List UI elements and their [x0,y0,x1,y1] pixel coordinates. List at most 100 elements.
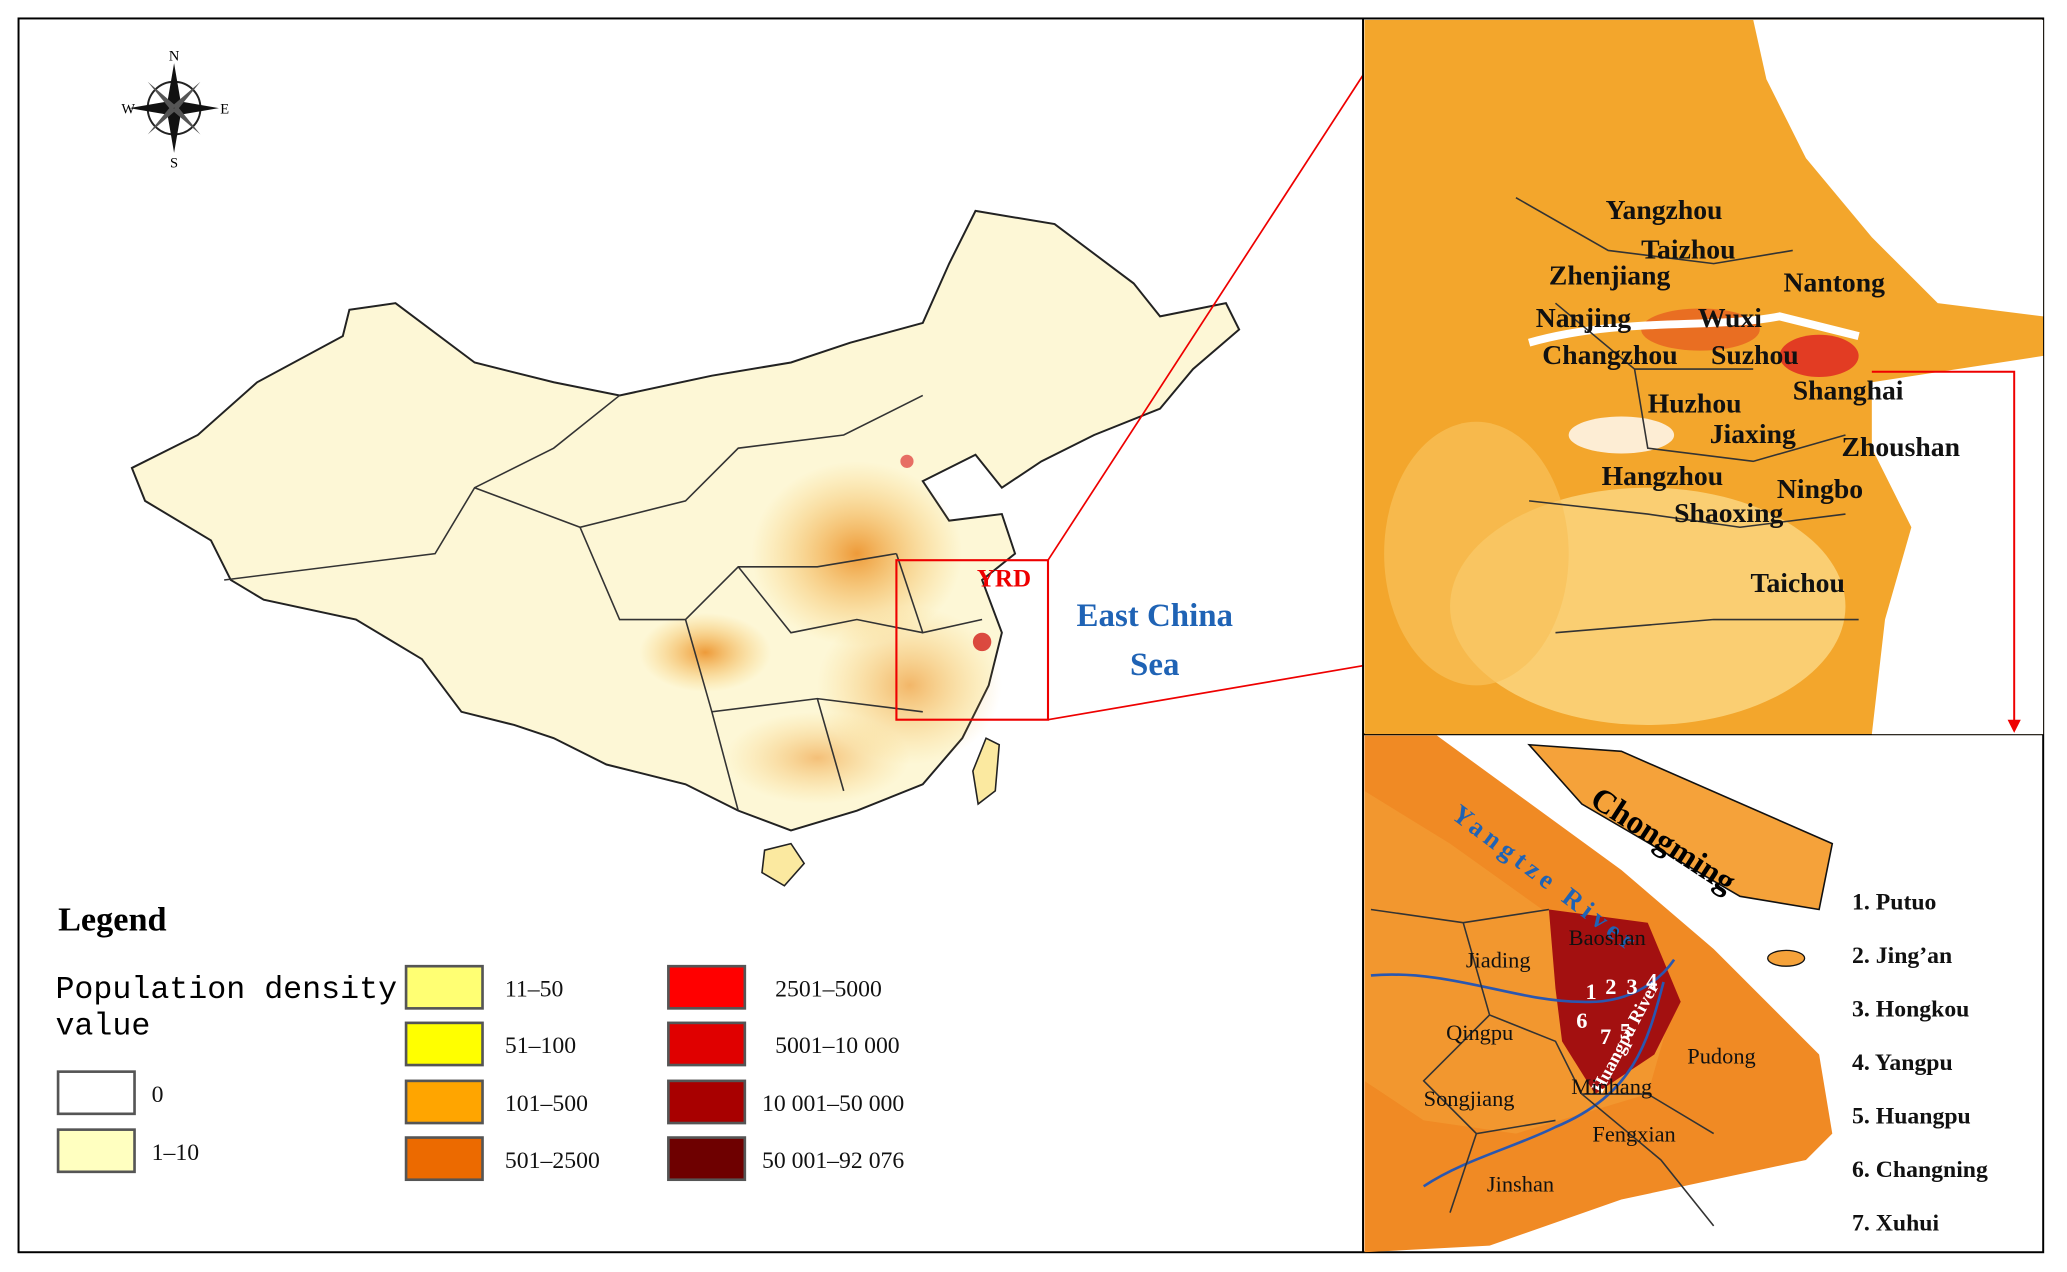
district-list-item: 3. Hongkou [1852,997,1969,1023]
city-label: Shanghai [1793,374,1904,405]
yangtze [1528,312,1860,347]
density-area [900,454,914,468]
legend-swatch [667,1079,747,1125]
province-border [224,394,983,811]
legend-label: 0 [152,1082,164,1108]
district-label: Songjiang [1424,1086,1515,1111]
sea-label: East China [1077,598,1234,634]
district-number: 3 [1626,974,1637,999]
legend-label: 11–50 [505,977,563,1003]
city-label: Zhoushan [1842,431,1960,462]
zoom-arrow [1871,370,2016,728]
city-label: Hangzhou [1602,460,1723,491]
district-list-item: 1. Putuo [1852,890,1936,916]
chongming-island [1527,743,1834,911]
city-label: Huzhou [1648,388,1742,419]
compass-label: W [121,101,135,117]
district-number: 1 [1585,979,1596,1004]
region-label: YRD [977,566,1031,593]
legend: Legend Population density value 0 1–10 11–… [55,901,904,1182]
zoom-line [1047,664,1364,721]
legend-swatch [404,1021,484,1067]
district-number: 4 [1646,969,1657,994]
district-number: 5 [1620,1019,1631,1044]
high-density-area [1779,334,1859,377]
legend-label: 10 001–50 000 [762,1091,904,1117]
city-label: Taichou [1751,567,1845,598]
legend-subtitle: value [55,1010,150,1045]
compass-point [147,81,176,111]
legend-swatch [667,1021,747,1067]
city-label: Zhenjiang [1549,260,1671,291]
legend-subtitle: Population density [55,973,397,1008]
city-border [1515,197,1859,634]
legend-swatch [56,1128,136,1174]
city-label: Shaoxing [1674,497,1783,528]
zoom-line [1047,74,1364,561]
city-label: Nanjing [1536,302,1632,333]
district-border [1370,908,1715,1227]
district-list-item: 7. Xuhui [1852,1211,1939,1237]
city-label: Yangzhou [1606,194,1723,225]
legend-swatch [667,1136,747,1182]
density-area [725,711,910,805]
legend-swatch [404,1136,484,1182]
legend-swatch [404,964,484,1010]
city-label: Suzhou [1711,339,1799,370]
yrd-map [1364,19,2044,735]
legend-label: 51–100 [505,1033,576,1059]
compass-point [147,105,176,135]
city-label: Jiaxing [1710,418,1796,449]
compass-label: S [170,155,178,171]
legend-label: 101–500 [505,1091,588,1117]
district-list-item: 4. Yangpu [1852,1050,1953,1076]
district-label: Pudong [1687,1044,1755,1069]
island [1767,949,1806,967]
city-label: Wuxi [1698,302,1762,333]
sea-label: Sea [1130,647,1179,683]
district-label: Baoshan [1569,925,1646,950]
district-label: Jinshan [1487,1172,1554,1197]
compass-label: N [169,49,180,65]
sea [1871,355,2044,735]
district-number: 2 [1605,974,1616,999]
density-area [972,632,992,652]
district-list-item: 5. Huangpu [1852,1104,1971,1130]
china-map [130,74,1364,887]
district-list-item: 2. Jing’an [1852,943,1952,969]
yrd-box [895,559,1050,721]
compass-point [167,63,181,109]
compass: N S E W [121,49,229,172]
sea [1753,19,2044,317]
taiwan [972,737,1001,806]
shanghai-map [1364,735,1834,1253]
legend-title: Legend [58,901,167,939]
city-label: Taizhou [1641,233,1735,264]
district-label: Qingpu [1446,1020,1513,1045]
density-area [751,461,963,646]
legend-swatch [404,1079,484,1125]
legend-swatch [667,964,747,1010]
city-label: Changzhou [1542,339,1677,370]
district-label: Fengxian [1592,1122,1675,1147]
district-label: Minhang [1571,1074,1652,1099]
compass-point [174,101,219,115]
compass-point [129,101,175,115]
low-density-area [1384,421,1569,686]
compass-point [172,105,201,135]
district-label: Jiading [1466,948,1531,973]
legend-label: 2501–5000 [775,977,882,1003]
district-number: 7 [1600,1024,1611,1049]
district-number: 6 [1576,1008,1587,1033]
zoom-arrow-head [2007,719,2021,733]
compass-point [167,108,181,153]
city-label: Nantong [1784,266,1886,297]
district-list-item: 6. Changning [1852,1157,1988,1183]
legend-label: 5001–10 000 [775,1033,900,1059]
legend-label: 50 001–92 076 [762,1148,904,1174]
hainan [761,842,806,887]
